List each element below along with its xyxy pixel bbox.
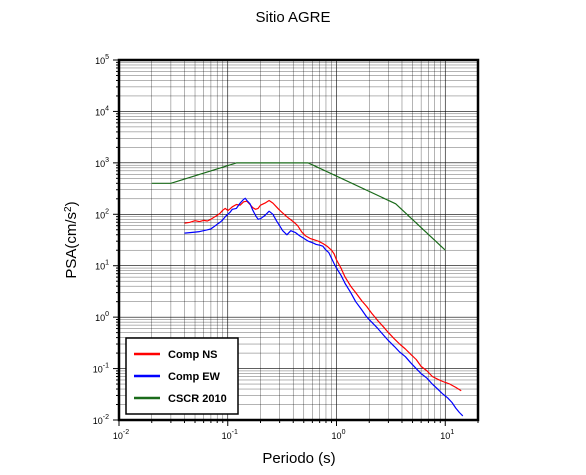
y-tick-label: 105 [95, 54, 109, 66]
legend-label: Comp EW [168, 371, 221, 383]
y-tick-label: 10-2 [93, 414, 109, 426]
series-line-comp-ew [184, 197, 464, 417]
y-tick-label: 102 [95, 208, 109, 220]
plot-frame [117, 58, 480, 422]
x-tick-label: 10-1 [222, 429, 238, 441]
y-tick-label: 104 [95, 105, 109, 117]
series-line-cscr-2010 [151, 162, 446, 251]
y-tick-label: 103 [95, 157, 109, 169]
legend: Comp NS Comp EW CSCR 2010 [125, 337, 239, 415]
legend-label: Comp NS [168, 349, 218, 361]
x-tick-label: 10-2 [113, 429, 129, 441]
y-tick-label: 100 [95, 311, 109, 323]
x-tick-label: 101 [440, 429, 454, 441]
x-tick-label: 100 [332, 429, 346, 441]
series-line-comp-ns [184, 199, 462, 392]
legend-label: CSCR 2010 [168, 393, 227, 405]
y-tick-label: 10-1 [93, 363, 109, 375]
tick-labels: 10-2 10-1 100 101 10-2 10-1 100 101 102 103 104 105 [93, 54, 455, 441]
y-tick-label: 101 [95, 260, 109, 272]
chart-title: Sitio AGRE [255, 9, 330, 26]
x-axis-label: Periodo (s) [262, 450, 335, 467]
y-axis-label: PSA(cm/s2) [63, 201, 81, 278]
axis-ticks [113, 59, 479, 426]
series-lines [151, 162, 464, 417]
